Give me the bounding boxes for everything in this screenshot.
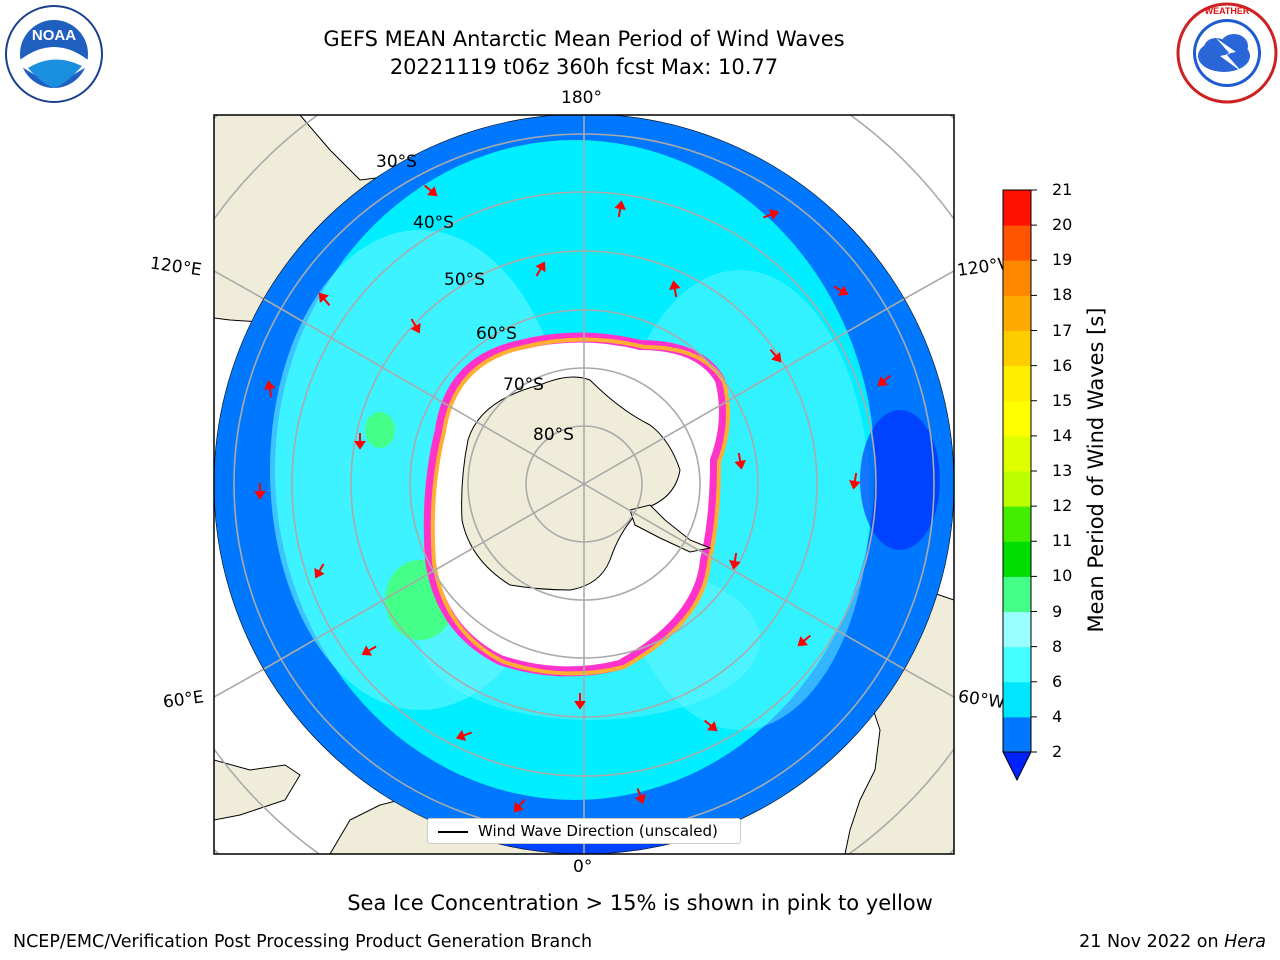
colorbar-swatch	[1003, 646, 1031, 683]
colorbar-tick-label: 8	[1052, 636, 1063, 656]
direction-arrow	[614, 200, 626, 218]
sea-ice-note: Sea Ice Concentration > 15% is shown in …	[347, 891, 933, 915]
wind-wave-arrows	[254, 184, 892, 813]
direction-arrow	[423, 184, 438, 197]
nws-logo: WEATHER	[1176, 2, 1278, 104]
legend-label: Wind Wave Direction (unscaled)	[478, 822, 718, 840]
colorbar-tick-label: 18	[1052, 285, 1073, 305]
colorbar-under-triangle	[1002, 751, 1032, 782]
footer-machine: Hera	[1224, 932, 1266, 952]
colorbar-swatch	[1003, 260, 1031, 296]
direction-arrow	[314, 563, 325, 579]
lat-label-80s: 80°S	[533, 425, 574, 445]
colorbar-tick-label: 16	[1052, 355, 1073, 375]
title-line-1: GEFS MEAN Antarctic Mean Period of Wind …	[323, 27, 845, 51]
direction-arrow	[703, 719, 718, 732]
noaa-logo: NOAA	[4, 4, 104, 104]
colorbar-swatch	[1003, 681, 1031, 718]
direction-arrow	[797, 634, 812, 647]
map-frame	[213, 114, 955, 855]
legend-line-sample	[438, 831, 468, 833]
colorbar-swatch	[1003, 190, 1031, 226]
colorbar-swatch	[1003, 576, 1031, 612]
colorbar-tick-label: 17	[1052, 320, 1073, 340]
map-legend: Wind Wave Direction (unscaled)	[427, 818, 741, 844]
lat-label-70s: 70°S	[503, 375, 544, 395]
direction-arrow	[264, 380, 276, 398]
direction-arrow	[634, 788, 646, 805]
direction-arrow	[734, 452, 746, 470]
direction-arrow	[318, 292, 331, 307]
colorbar-swatch	[1003, 295, 1031, 331]
colorbar-tick-label: 10	[1052, 566, 1073, 586]
colorbar-tick-label: 4	[1052, 706, 1063, 726]
direction-arrow	[410, 318, 421, 334]
colorbar-tick-label: 2	[1052, 742, 1063, 761]
colorbar-tick-label: 20	[1052, 215, 1073, 235]
svg-text:WEATHER: WEATHER	[1205, 6, 1250, 16]
direction-arrow	[361, 645, 377, 656]
colorbar-label: Mean Period of Wind Waves [s]	[1084, 307, 1108, 633]
direction-arrow	[574, 693, 586, 710]
colorbar-swatch	[1003, 506, 1031, 542]
colorbar-tick-label: 15	[1052, 390, 1073, 410]
lat-label-40s: 40°S	[413, 213, 454, 233]
direction-arrow	[729, 552, 741, 570]
colorbar-swatches	[1003, 190, 1031, 753]
direction-arrow	[254, 483, 266, 500]
colorbar-tick-label: 12	[1052, 496, 1073, 516]
colorbar	[998, 186, 1088, 786]
colorbar-swatch	[1003, 365, 1031, 402]
lon-label-0: 0°	[573, 857, 593, 877]
direction-arrow	[763, 209, 780, 221]
colorbar-tick-label: 6	[1052, 671, 1063, 691]
lat-label-30s: 30°S	[376, 152, 417, 172]
lat-label-60s: 60°S	[476, 324, 517, 344]
colorbar-swatch	[1003, 471, 1031, 507]
colorbar-swatch	[1003, 541, 1031, 577]
direction-arrow	[354, 433, 366, 450]
direction-arrow	[455, 729, 472, 741]
title-line-2: 20221119 t06z 360h fcst Max: 10.77	[389, 55, 779, 79]
direction-arrow	[535, 261, 546, 277]
colorbar-swatch	[1003, 716, 1031, 753]
footer-left: NCEP/EMC/Verification Post Processing Pr…	[13, 932, 593, 952]
colorbar-swatch	[1003, 611, 1031, 648]
svg-text:NOAA: NOAA	[32, 27, 76, 44]
direction-arrow	[669, 280, 681, 298]
direction-arrow	[513, 798, 526, 813]
colorbar-tick-label: 21	[1052, 180, 1073, 199]
colorbar-tick-label: 13	[1052, 461, 1073, 480]
footer-date: 21 Nov 2022 on	[1079, 932, 1225, 952]
colorbar-swatch	[1003, 435, 1031, 472]
lon-label-180: 180°	[561, 88, 602, 108]
colorbar-tick-label: 9	[1052, 601, 1063, 621]
colorbar-tick-label: 14	[1052, 425, 1073, 445]
colorbar-swatch	[1003, 400, 1031, 437]
footer-right: 21 Nov 2022 on Hera	[1079, 932, 1266, 952]
colorbar-tick-label: 19	[1052, 250, 1073, 270]
direction-arrow	[769, 348, 782, 363]
colorbar-swatch	[1003, 225, 1031, 261]
colorbar-swatch	[1003, 330, 1031, 367]
direction-arrow	[833, 285, 849, 296]
direction-arrow	[877, 374, 892, 387]
direction-arrow	[849, 472, 861, 490]
colorbar-tick-label: 11	[1052, 531, 1073, 551]
lat-label-50s: 50°S	[444, 270, 485, 290]
